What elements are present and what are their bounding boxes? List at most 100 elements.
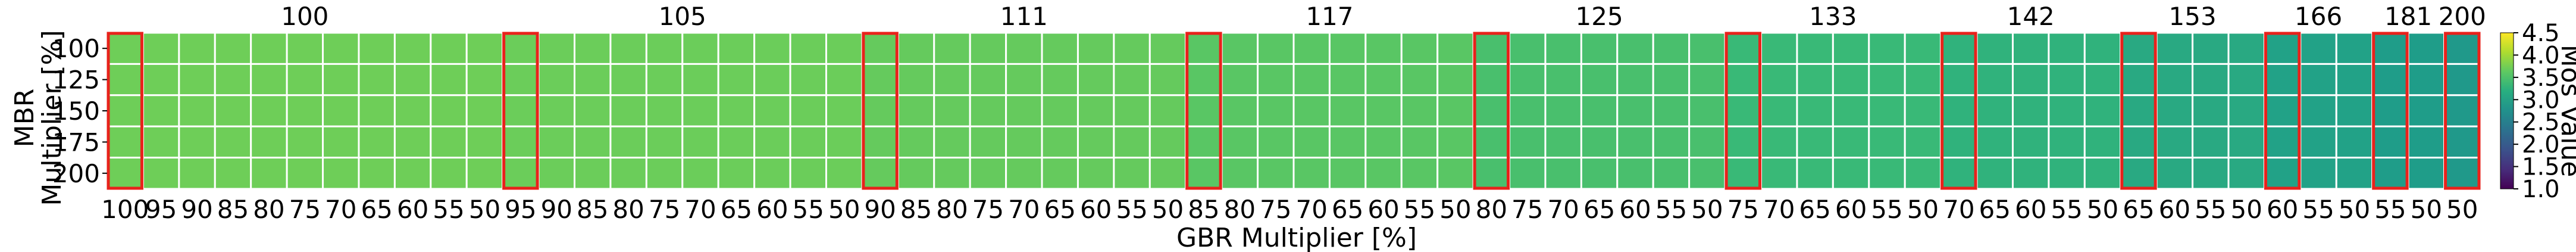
x-tick-label: 55 [1404,195,1435,224]
x-tick-label: 70 [1008,195,1040,224]
colorbar-tick-label: 2.5 [2522,109,2560,136]
heatmap-cell [1328,63,1367,97]
heatmap-cell [1616,32,1654,65]
x-tick-label: 65 [1332,195,1363,224]
heatmap-cell [214,157,252,190]
heatmap-cell [645,157,684,190]
heatmap-cell [1688,32,1726,65]
heatmap-cell [1832,32,1870,65]
heatmap-cell [825,94,863,127]
heatmap-cell [1976,157,2014,190]
x-tick-label: 50 [2339,195,2370,224]
heatmap-cell [1760,63,1798,97]
heatmap-cell [1544,32,1582,65]
x-tick-label: 90 [541,195,572,224]
x-tick-label: 75 [1260,195,1291,224]
heatmap-cell [2120,125,2158,159]
x-tick-label: 60 [1619,195,1651,224]
heatmap-cell [1148,32,1187,65]
heatmap-cell [178,125,216,159]
heatmap-cell [1113,157,1151,190]
heatmap-cell [2011,94,2050,127]
heatmap-cell [2299,157,2337,190]
heatmap-cell [1005,125,1043,159]
heatmap-cell [106,125,144,159]
heatmap-cell [1796,63,1834,97]
heatmap-cell [106,32,144,65]
heatmap-cell [358,94,396,127]
heatmap-cell [430,94,468,127]
heatmap-cell [142,94,180,127]
heatmap-cell [969,157,1007,190]
y-tick-label: 100 [52,34,100,63]
highlight-box [1473,32,1510,190]
heatmap-cell [1292,125,1331,159]
heatmap-cell [1005,32,1043,65]
heatmap-cell [2048,63,2086,97]
heatmap-cell [286,125,324,159]
colorbar-tick-label: 3.5 [2522,64,2560,92]
heatmap-cells [106,32,2481,190]
heatmap-cell [1005,157,1043,190]
heatmap-cell [1364,125,1403,159]
heatmap-cell [2011,125,2050,159]
heatmap-cell [681,63,719,97]
x-tick-label: 60 [1835,195,1867,224]
heatmap-cell [1220,125,1259,159]
heatmap-cell [825,157,863,190]
heatmap-cell [1364,157,1403,190]
heatmap-cell [1868,63,1906,97]
colorbar-tick-label: 3.0 [2522,86,2560,114]
heatmap-cell [1148,157,1187,190]
heatmap-cell [1148,125,1187,159]
x-tick-label: 50 [2231,195,2262,224]
heatmap-cell [1185,125,1223,159]
heatmap-cell [1580,94,1619,127]
x-tick-label: 65 [1583,195,1615,224]
group-label: 133 [1809,2,1857,31]
heatmap-cell [1976,63,2014,97]
x-tick-label: 85 [577,195,608,224]
heatmap-cell [2227,63,2265,97]
heatmap-cell [1257,63,1295,97]
heatmap-cell [2335,157,2374,190]
heatmap-cell [214,63,252,97]
highlight-box [2120,32,2157,190]
heatmap-cell [1113,94,1151,127]
heatmap-cell [1760,32,1798,65]
heatmap-cell [502,94,540,127]
x-tick-label: 65 [361,195,392,224]
heatmap-cell [574,63,612,97]
heatmap-cell [1113,125,1151,159]
highlight-box [107,32,143,190]
heatmap-cell [1796,157,1834,190]
y-tick-label: 150 [52,97,100,126]
heatmap-cell [717,157,756,190]
x-tick-label: 50 [1439,195,1471,224]
heatmap-cell [933,63,971,97]
group-label: 117 [1306,2,1353,31]
heatmap-cell [717,32,756,65]
x-tick-label: 85 [900,195,932,224]
heatmap-cell [717,63,756,97]
heatmap-cell [897,125,935,159]
heatmap-cell [1688,125,1726,159]
x-tick-label: 75 [289,195,321,224]
heatmap-cell [1616,94,1654,127]
heatmap-cell [1796,94,1834,127]
heatmap-cell [178,94,216,127]
x-tick-label: 70 [1547,195,1579,224]
x-tick-label: 80 [936,195,968,224]
heatmap-cell [2155,32,2194,65]
heatmap-cell [861,32,899,65]
x-tick-label: 75 [972,195,1004,224]
heatmap-cell [609,63,647,97]
x-tick-label: 100 [101,195,149,224]
x-tick-label: 55 [2302,195,2334,224]
heatmap-cell [1148,63,1187,97]
x-tick-label: 70 [325,195,356,224]
heatmap-cell [178,32,216,65]
heatmap-cell [1940,63,1978,97]
heatmap-cell [2371,94,2409,127]
group-label: 100 [281,2,328,31]
